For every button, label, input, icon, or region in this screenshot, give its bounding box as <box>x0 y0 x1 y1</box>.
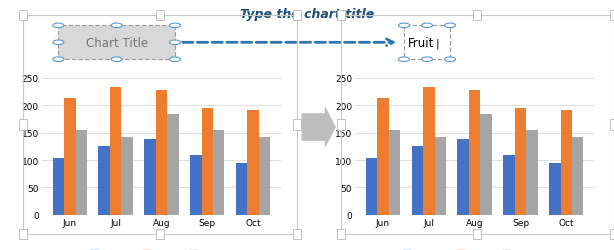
Bar <box>572 138 583 215</box>
Bar <box>98 147 110 215</box>
Bar <box>76 130 87 215</box>
Text: |: | <box>435 38 439 48</box>
Bar <box>561 110 572 215</box>
Bar <box>389 130 400 215</box>
Bar <box>236 163 247 215</box>
Bar <box>190 155 201 215</box>
Bar <box>122 137 133 215</box>
Bar <box>435 137 446 215</box>
Bar <box>247 110 259 215</box>
Text: Fruit: Fruit <box>408 37 435 50</box>
Legend: Oranges, Apples, Lemons: Oranges, Apples, Lemons <box>400 246 550 250</box>
Bar <box>53 159 64 215</box>
Bar <box>156 91 167 215</box>
Bar <box>457 140 469 215</box>
Text: Type the chart title: Type the chart title <box>240 8 374 20</box>
Bar <box>259 138 270 215</box>
Bar <box>167 114 179 215</box>
Bar <box>201 109 213 215</box>
Bar <box>110 88 122 215</box>
Text: Chart Title: Chart Title <box>85 37 148 50</box>
Bar <box>549 163 561 215</box>
Bar <box>213 130 225 215</box>
Bar <box>503 155 515 215</box>
Bar <box>64 99 76 215</box>
Bar <box>423 88 435 215</box>
Bar <box>144 140 156 215</box>
Bar <box>480 114 492 215</box>
Bar <box>469 91 480 215</box>
Bar <box>411 147 423 215</box>
Bar <box>526 130 538 215</box>
Bar <box>377 99 389 215</box>
Legend: Oranges, Apples, Lemons: Oranges, Apples, Lemons <box>87 246 236 250</box>
Bar <box>366 159 377 215</box>
Bar <box>515 109 526 215</box>
